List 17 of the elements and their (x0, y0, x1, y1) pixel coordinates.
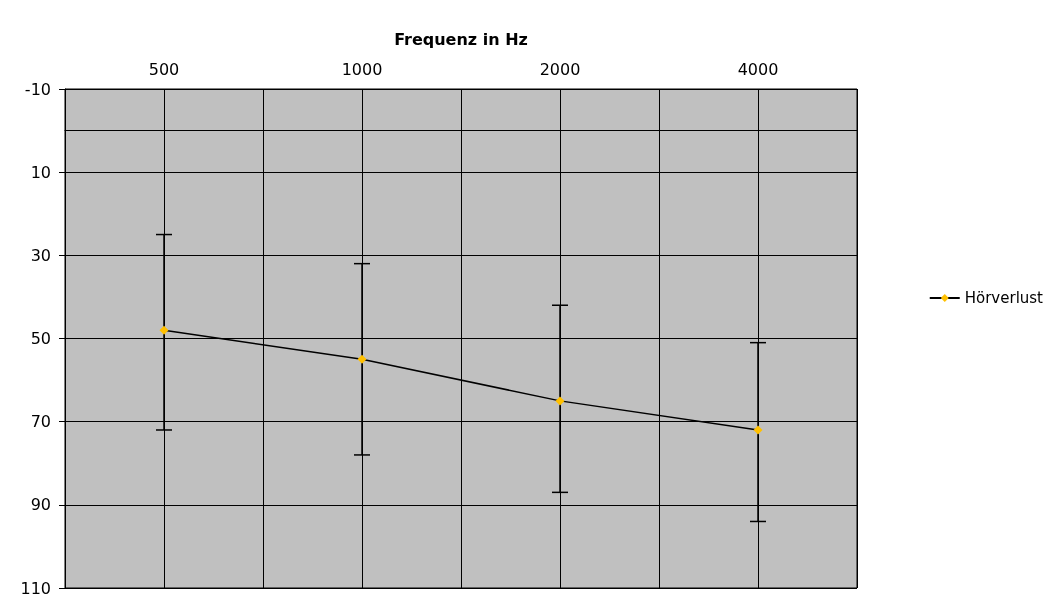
x-tick-label: 1000 (341, 59, 383, 79)
y-tick-label: 50 (30, 329, 51, 348)
y-tick-label: 70 (30, 412, 51, 432)
x-tick-label: 500 (148, 59, 180, 79)
y-tick-label: 10 (30, 162, 51, 182)
point (159, 325, 169, 335)
y-tick-label: 110 (20, 578, 51, 596)
x-axis-title: Frequenz in Hz (394, 29, 528, 49)
x-tick-label: 4000 (737, 59, 779, 79)
x-tick-label: 2000 (539, 59, 581, 79)
y-tick-label: -10 (24, 79, 51, 99)
point (555, 396, 565, 406)
y-tick-label: 90 (30, 495, 51, 515)
point (753, 425, 763, 435)
point (357, 354, 367, 364)
y-tick-label: 30 (30, 245, 51, 265)
legend-label: Hörverlust (964, 289, 1044, 307)
